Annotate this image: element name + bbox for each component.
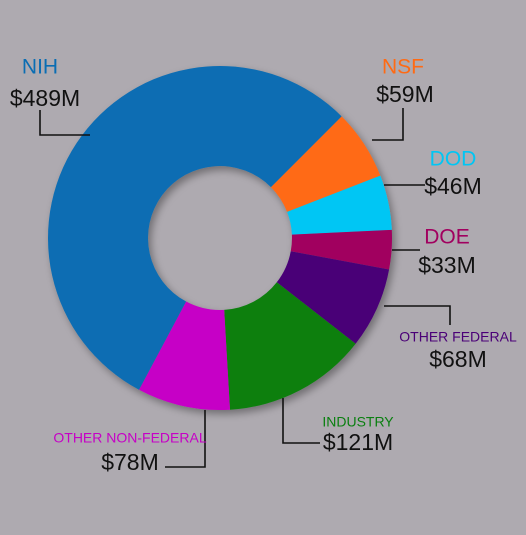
donut-segment [287, 175, 392, 235]
value-label: $121M [323, 429, 393, 455]
value-label: $68M [429, 346, 487, 372]
leader-line [39, 110, 90, 136]
slice-label: NSF [382, 56, 424, 79]
value-label: $33M [418, 252, 476, 278]
donut-segment [224, 282, 356, 410]
value-label: $59M [376, 81, 434, 107]
donut-segment [290, 229, 392, 270]
slice-label: INDUSTRY [322, 414, 394, 430]
donut-segment [139, 301, 230, 410]
value-label: $46M [424, 173, 482, 199]
slice-label: DOD [430, 148, 477, 171]
value-label: $78M [101, 449, 159, 475]
value-label: $489M [10, 85, 80, 111]
slice-label: OTHER NON-FEDERAL [53, 430, 206, 446]
leader-line [282, 398, 320, 444]
donut-segment [48, 65, 342, 390]
donut-segment [276, 251, 390, 344]
leader-line [165, 410, 206, 468]
donut-segment [270, 116, 381, 212]
slice-label: NIH [22, 56, 58, 79]
leader-line [384, 305, 451, 325]
leader-line [372, 108, 404, 141]
slice-label: OTHER FEDERAL [399, 329, 517, 345]
donut [48, 65, 392, 410]
slice-label: DOE [424, 226, 470, 249]
